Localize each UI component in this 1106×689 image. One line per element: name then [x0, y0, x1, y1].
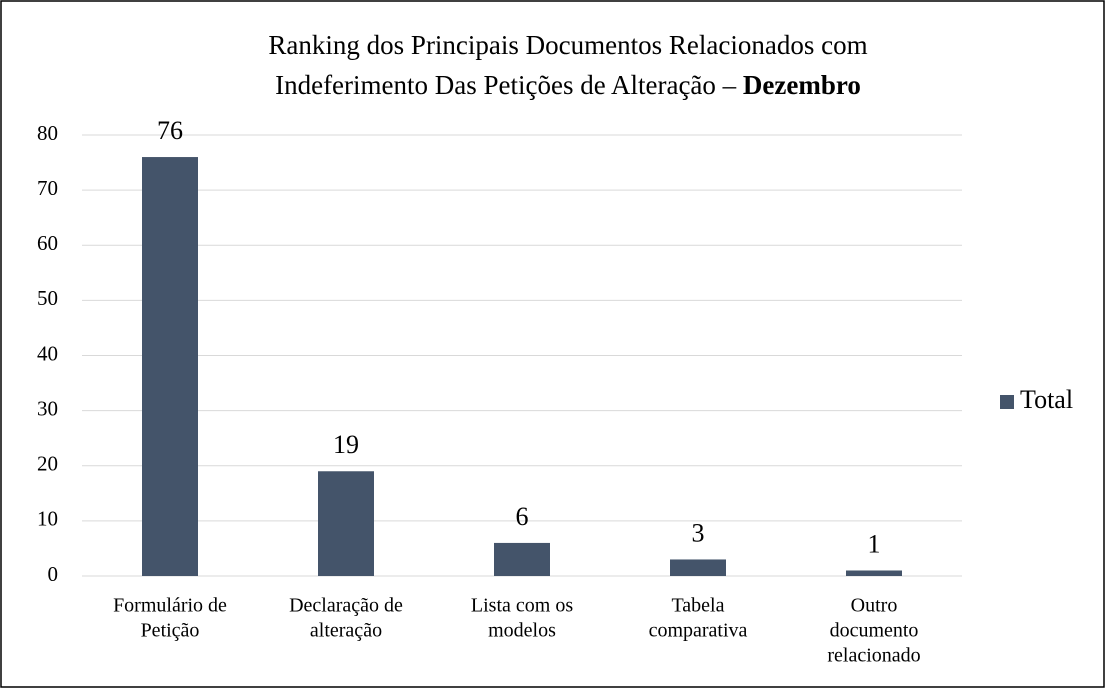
- y-tick-label: 0: [48, 562, 59, 586]
- x-tick-label: relacionado: [827, 645, 920, 667]
- legend-label: Total: [1020, 385, 1073, 414]
- y-tick-label: 10: [37, 507, 58, 531]
- legend-swatch: [1000, 395, 1014, 409]
- x-tick-label: alteração: [310, 620, 382, 642]
- y-tick-label: 50: [37, 286, 58, 310]
- x-tick-label: documento: [830, 620, 919, 642]
- data-label: 1: [868, 529, 881, 558]
- x-tick-label: Formulário de: [113, 595, 227, 617]
- x-tick-label: Lista com os: [471, 595, 573, 617]
- bar: [494, 542, 550, 576]
- x-tick-label: Declaração de: [289, 595, 403, 617]
- bar: [318, 471, 374, 576]
- chart-title-part: Indeferimento Das Petições de Alteração …: [275, 70, 737, 100]
- y-tick-label: 20: [37, 452, 58, 476]
- data-label: 76: [157, 116, 183, 145]
- data-label: 3: [692, 518, 705, 547]
- y-tick-label: 60: [37, 231, 58, 255]
- chart-title: Indeferimento Das Petições de Alteração …: [275, 70, 861, 100]
- chart-title: Ranking dos Principais Documentos Relaci…: [268, 30, 867, 60]
- y-tick-label: 30: [37, 396, 58, 420]
- y-tick-label: 80: [37, 121, 58, 145]
- x-tick-label: Petição: [141, 620, 200, 642]
- bar: [670, 559, 726, 576]
- x-tick-label: Tabela: [671, 595, 724, 617]
- x-tick-label: modelos: [488, 620, 556, 642]
- y-tick-label: 70: [37, 176, 58, 200]
- data-label: 19: [333, 430, 359, 459]
- y-tick-label: 40: [37, 341, 58, 365]
- x-tick-label: comparativa: [649, 620, 748, 642]
- chart-title-emphasis: Dezembro: [743, 70, 861, 100]
- x-tick-label: Outro: [851, 595, 898, 617]
- bar: [142, 157, 198, 577]
- data-label: 6: [516, 502, 529, 531]
- bar: [846, 570, 902, 576]
